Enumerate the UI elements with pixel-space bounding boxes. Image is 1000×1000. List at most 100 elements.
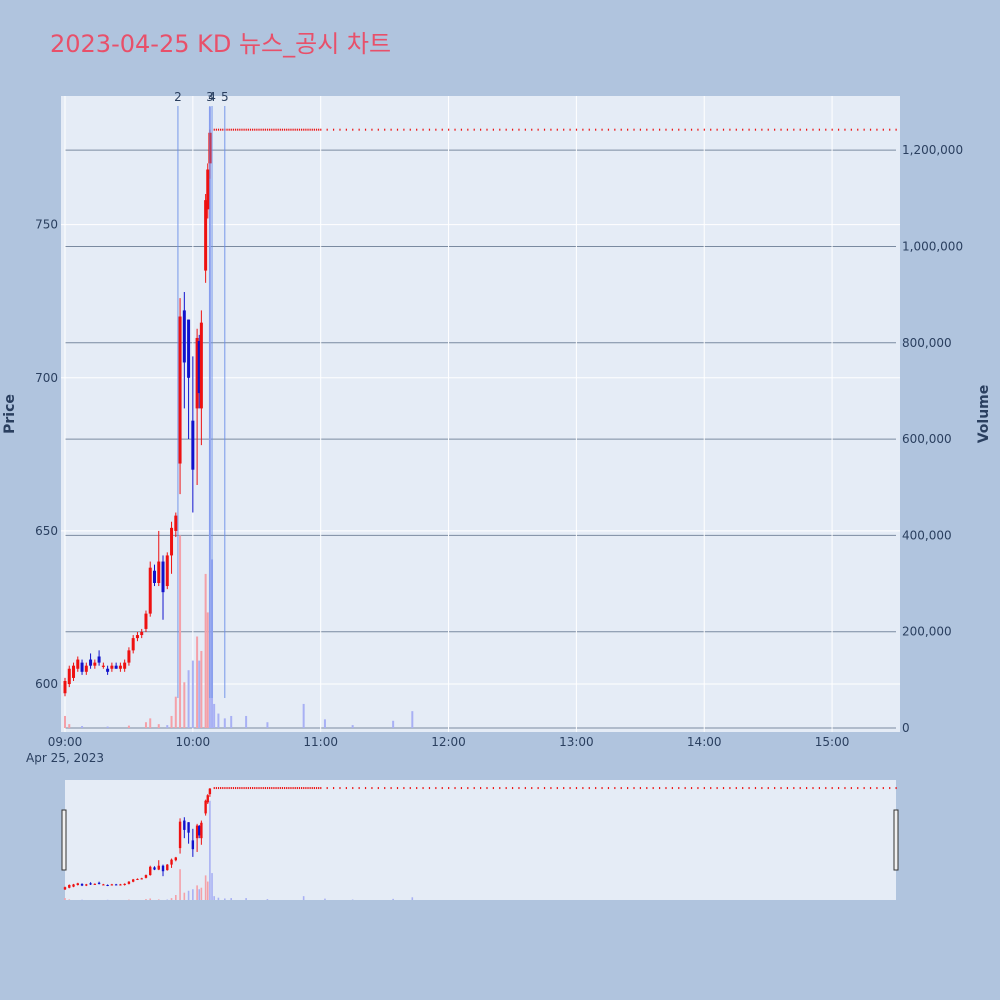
mini-flat-candle (793, 787, 795, 790)
flat-candle (292, 128, 294, 131)
mini-flat-candle (283, 787, 286, 790)
candle-body (93, 662, 97, 666)
mini-flat-candle (569, 787, 571, 790)
mini-flat-candle (371, 787, 373, 790)
mini-flat-candle (217, 787, 220, 790)
flat-candle (384, 128, 386, 131)
mini-flat-candle (786, 787, 789, 790)
time-tick-label: 12:00 (431, 735, 466, 749)
flat-candle (298, 128, 301, 131)
annotation-label: 3 (206, 90, 214, 104)
candle-body (165, 555, 169, 587)
flat-candle (313, 128, 315, 131)
mini-volume-bar (145, 899, 147, 900)
candle-body (63, 680, 67, 694)
mini-flat-candle (889, 787, 891, 790)
mini-candle-body (119, 884, 122, 886)
flat-candle (241, 128, 243, 131)
candle-body (187, 319, 191, 378)
price-tick-label: 750 (35, 218, 58, 232)
mini-volume-bar (209, 800, 211, 900)
mini-flat-candle (252, 787, 254, 790)
mini-candle-body (85, 884, 88, 886)
flat-candle (303, 128, 305, 131)
flat-candle (761, 128, 763, 131)
flat-candle (684, 128, 686, 131)
flat-candle (234, 128, 237, 131)
mini-volume-bar (68, 899, 71, 900)
flat-candle (290, 128, 292, 131)
mini-flat-candle (857, 787, 859, 790)
mini-candle-body (110, 884, 114, 886)
mini-flat-candle (684, 787, 686, 790)
mini-flat-candle (326, 787, 328, 790)
mini-flat-candle (505, 787, 507, 790)
mini-candle-body (89, 883, 92, 885)
mini-flat-candle (665, 787, 667, 790)
candle-body (101, 665, 105, 667)
volume-bar (245, 715, 248, 728)
volume-bar (204, 573, 207, 728)
flat-candle (243, 128, 245, 131)
mini-flat-candle (311, 787, 313, 790)
mini-candle-body (144, 875, 148, 878)
flat-candle (345, 128, 347, 131)
mini-flat-candle (607, 787, 610, 790)
flat-candle (710, 128, 712, 131)
flat-candle (767, 128, 769, 131)
mini-flat-candle (601, 787, 603, 790)
mini-candle-body (195, 825, 199, 839)
flat-candle (281, 128, 284, 131)
candle-body (106, 668, 110, 672)
range-slider-right-handle[interactable] (893, 809, 899, 871)
mini-flat-candle (646, 787, 648, 790)
volume-bar (157, 724, 160, 728)
mini-flat-candle (241, 787, 243, 790)
candle-body (114, 665, 118, 669)
event-annotations: 2 34 5 (174, 90, 229, 698)
flat-candle (273, 128, 275, 131)
mini-flat-candle (286, 787, 288, 790)
mini-candle-body (131, 879, 135, 882)
mini-candle-body (170, 859, 173, 865)
flat-candle (511, 128, 514, 131)
mini-flat-candle (403, 787, 405, 790)
mini-candle-body (106, 884, 109, 886)
mini-flat-candle (320, 787, 322, 790)
mini-candle-body (183, 820, 186, 830)
mini-flat-candle (850, 787, 852, 790)
mini-flat-candle (224, 787, 226, 790)
mini-volume-bar (211, 873, 213, 900)
candle-body (199, 322, 203, 409)
mini-flat-candle (448, 787, 450, 790)
volume-bar (323, 719, 326, 728)
mini-flat-candle (313, 787, 315, 790)
flat-candle (277, 128, 279, 131)
mini-flat-candle (243, 787, 245, 790)
mini-flat-candle (271, 787, 273, 790)
mini-flat-candle (213, 787, 215, 790)
mini-flat-candle (288, 787, 290, 790)
flat-candle (786, 128, 789, 131)
volume-bar (217, 713, 220, 728)
flat-candle (311, 128, 313, 131)
flat-candle (735, 128, 737, 131)
volume-bar (266, 722, 269, 728)
mini-flat-candle (228, 787, 230, 790)
candle-body (195, 337, 199, 409)
mini-volume-bar (230, 898, 232, 900)
range-slider[interactable] (65, 780, 896, 900)
flat-candle (754, 128, 757, 131)
price-tick-label: 600 (35, 677, 58, 691)
time-tick-label: 10:00 (176, 735, 211, 749)
mini-flat-candle (460, 787, 463, 790)
mini-flat-candle (895, 787, 897, 790)
flat-candle (428, 128, 431, 131)
volume-bar (170, 715, 173, 728)
annotation-label: 2 (174, 90, 182, 104)
range-slider-left-handle[interactable] (61, 809, 67, 871)
mini-candle-body (149, 866, 152, 876)
flat-candle (390, 128, 392, 131)
mini-flat-candle (582, 787, 584, 790)
flat-candle (531, 128, 533, 131)
